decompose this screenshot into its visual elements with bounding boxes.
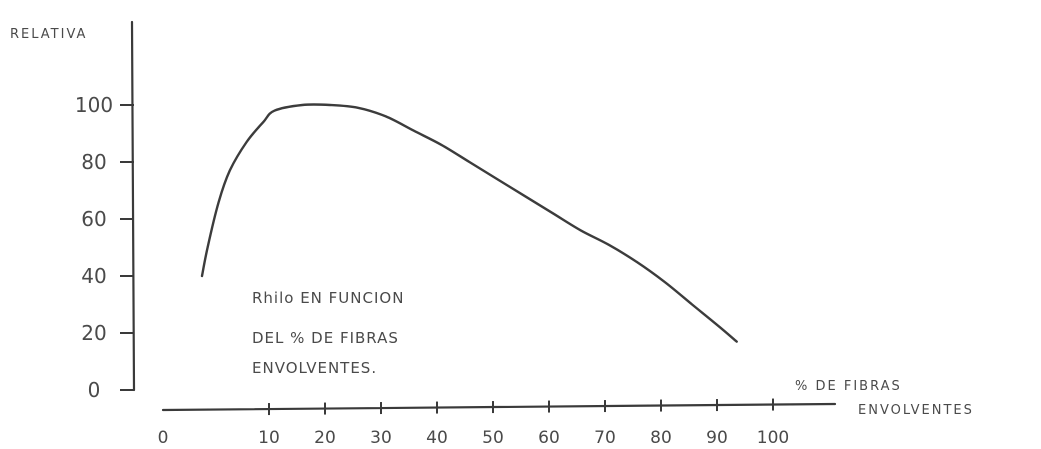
- y-tick-label: 100: [75, 93, 113, 117]
- x-tick-label: 100: [757, 428, 789, 448]
- annotation-line-1: Rhilo EN FUNCION: [252, 289, 404, 307]
- series-line: [200, 103, 738, 343]
- x-tick-label: 30: [370, 428, 392, 448]
- x-tick-label: 20: [314, 428, 336, 448]
- y-tick-labels: 0 20 40 60 80 100: [75, 93, 113, 402]
- y-tick-label: 40: [81, 264, 106, 288]
- x-tick-label: 80: [650, 428, 672, 448]
- x-tick-label: 50: [482, 428, 504, 448]
- x-tick-label: 0: [158, 428, 169, 448]
- x-ticks: [268, 398, 774, 416]
- y-tick-label: 0: [88, 378, 101, 402]
- y-axis-title: RELATIVA: [10, 27, 87, 42]
- x-tick-label: 10: [258, 428, 280, 448]
- x-tick-labels: 0 10 20 30 40 50 60 70 80 90 100: [158, 428, 790, 448]
- x-axis-title-line2: ENVOLVENTES: [858, 403, 974, 418]
- x-tick-label: 70: [594, 428, 616, 448]
- annotation-line-3: ENVOLVENTES.: [252, 359, 377, 377]
- x-tick-label: 90: [706, 428, 728, 448]
- x-tick-label: 40: [426, 428, 448, 448]
- y-tick-label: 80: [81, 150, 106, 174]
- y-ticks: [120, 104, 134, 391]
- y-tick-label: 20: [81, 321, 106, 345]
- y-tick-label: 60: [81, 207, 106, 231]
- x-axis-title-line1: % DE FIBRAS: [795, 379, 902, 394]
- y-axis-line: [130, 20, 136, 392]
- annotation-line-2: DEL % DE FIBRAS: [252, 329, 399, 347]
- x-axis-line: [161, 402, 837, 412]
- x-tick-label: 60: [538, 428, 560, 448]
